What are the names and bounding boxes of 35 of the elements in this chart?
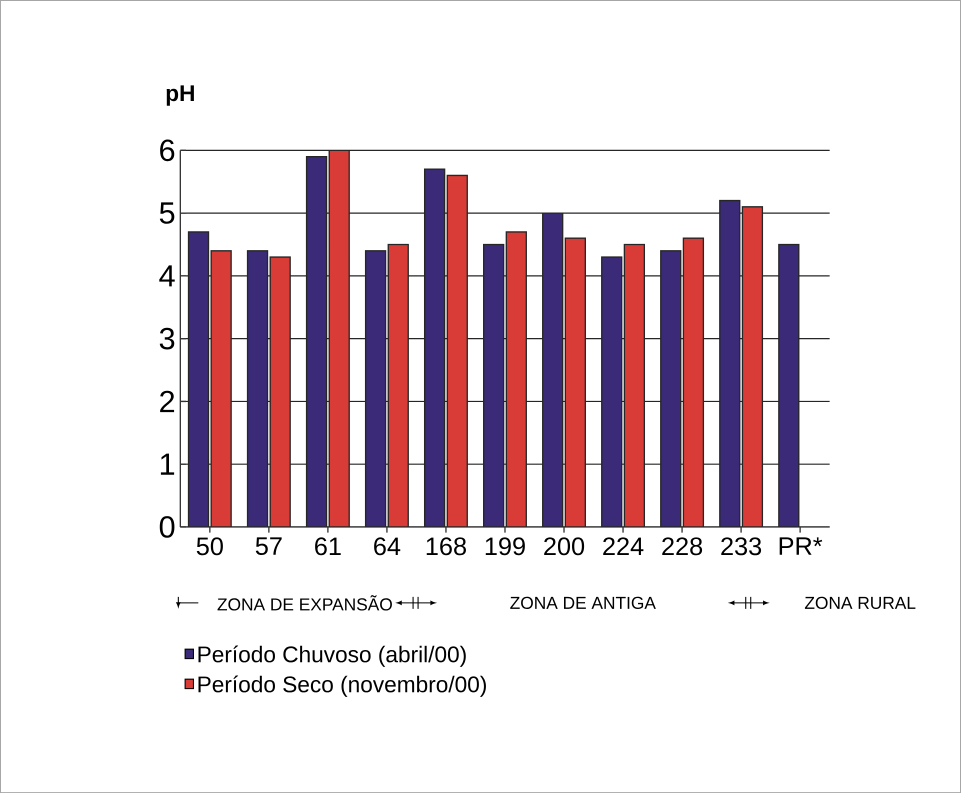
text: ZONA DE EXPANSÃO [218,595,392,610]
y-tick-label: 0 [160,516,174,538]
bar [246,250,268,527]
bar [364,250,386,527]
y-tick-label: 4 [159,265,175,286]
bar [778,244,800,527]
x-tick-label: 233 [721,537,762,556]
x-tick-label: 228 [662,537,702,556]
bar [188,231,210,527]
y-tick-label: 2 [160,390,174,412]
bar [483,244,504,527]
legend-label: Período Seco (novembro/00) [198,675,486,697]
legend-label: Período Chuvoso (abril/00) [198,645,466,667]
x-tick-label: 199 [486,537,525,556]
bar [542,212,564,527]
y-axis-title: pH [166,85,194,106]
text: ZONA DE ANTIGA [510,596,656,609]
y-tick-label: 3 [160,328,174,350]
bar [660,250,682,527]
x-tick-label: 224 [603,537,644,555]
y-tick-label: 1 [160,454,174,475]
y-tick-label: 5 [160,202,174,224]
bar [719,200,740,527]
bar [306,156,328,527]
x-tick-label: 200 [544,537,584,556]
bar [601,256,622,527]
y-tick-label: 6 [160,139,174,162]
x-tick-label: PR* [780,537,822,555]
x-tick-label: 57 [256,537,282,555]
text: ZONA RURAL [804,596,916,609]
x-tick-label: 61 [315,537,341,556]
bar [424,168,446,527]
x-tick-label: 50 [196,537,223,556]
x-tick-label: 168 [426,537,466,556]
x-tick-label: 64 [374,537,400,556]
